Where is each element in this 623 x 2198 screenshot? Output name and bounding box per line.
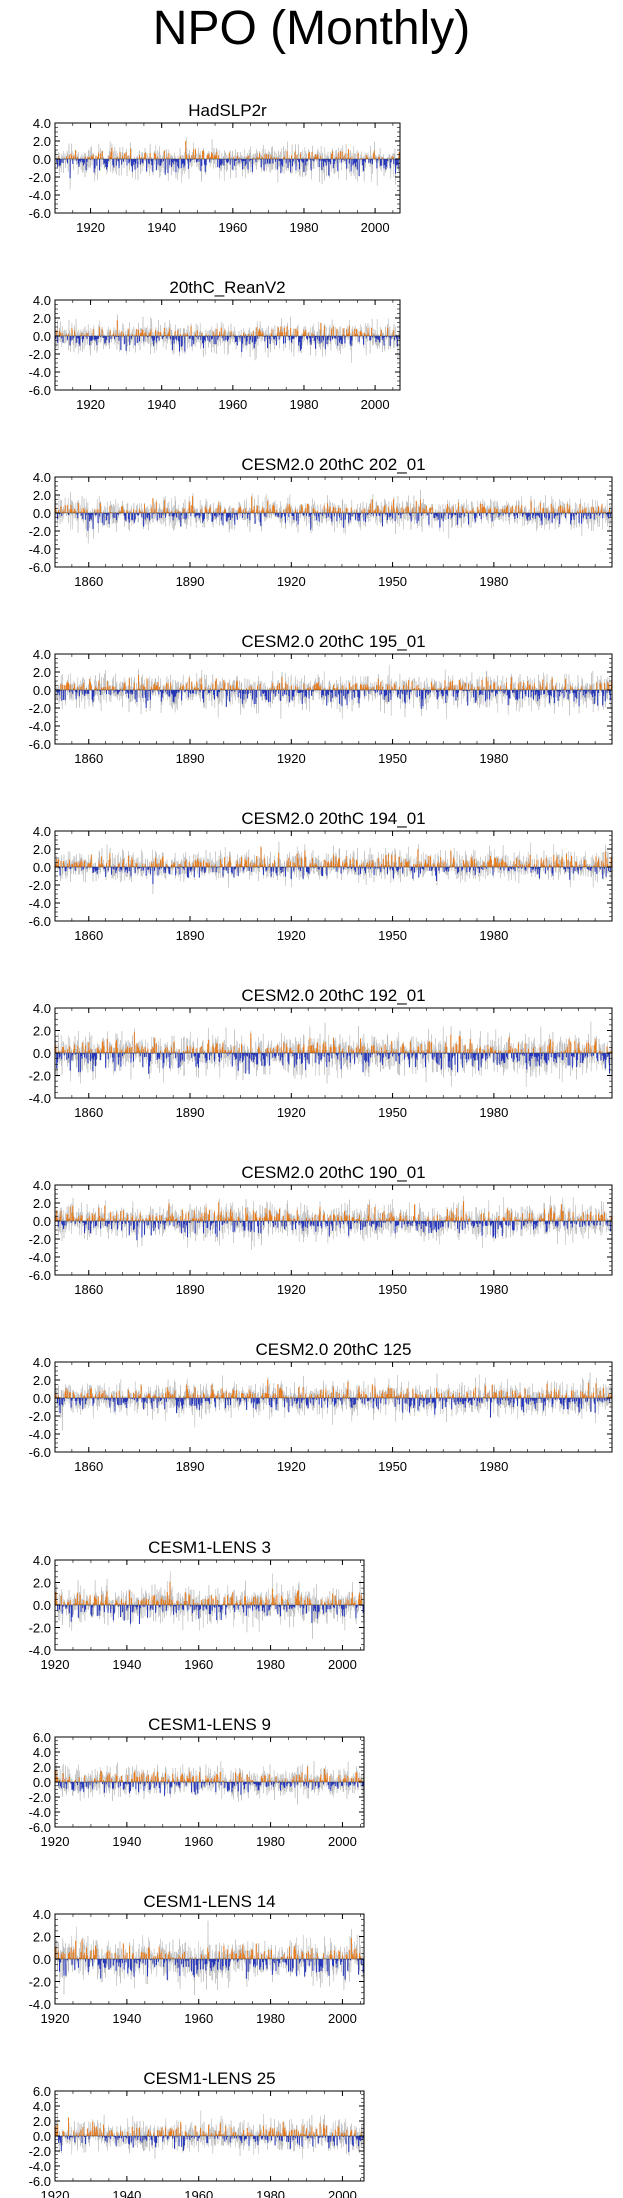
chart-panel: CESM2.0 20thC 202_01 4.0 2.0 0.0 -2.0 -4.0 -6.… [29, 455, 613, 589]
y-tick-label: 4.0 [33, 293, 51, 308]
x-tick-label: 1980 [479, 1282, 508, 1297]
y-tick-label: 0.0 [33, 1214, 51, 1229]
y-tick-label: 0.0 [33, 860, 51, 875]
x-tick-label: 1890 [176, 928, 205, 943]
chart-title: CESM2.0 20thC 202_01 [241, 455, 425, 474]
x-tick-label: 1860 [74, 1105, 103, 1120]
chart-panel: CESM2.0 20thC 194_01 4.0 2.0 0.0 -2.0 -4.0 -6.… [29, 809, 613, 943]
y-tick-label: 4.0 [33, 824, 51, 839]
y-tick-label: -6.0 [29, 383, 51, 398]
x-tick-label: 1980 [290, 397, 319, 412]
y-tick-label: -4.0 [29, 365, 51, 380]
y-tick-label: -2.0 [29, 878, 51, 893]
x-tick-label: 1920 [277, 928, 306, 943]
y-tick-label: -6.0 [29, 1268, 51, 1283]
x-tick-label: 1940 [147, 220, 176, 235]
y-tick-label: -4.0 [29, 1250, 51, 1265]
page-title: NPO (Monthly) [152, 2, 471, 55]
x-tick-label: 1890 [176, 1282, 205, 1297]
y-tick-label: -2.0 [29, 347, 51, 362]
x-tick-label: 1950 [378, 1282, 407, 1297]
y-tick-label: -4.0 [29, 188, 51, 203]
x-tick-label: 1890 [176, 1105, 205, 1120]
x-tick-label: 1950 [378, 574, 407, 589]
y-tick-label: 2.0 [33, 311, 51, 326]
series-trace [54, 841, 612, 895]
chart-panel: CESM2.0 20thC 190_01 4.0 2.0 0.0 -2.0 -4.0 -6.… [29, 1163, 613, 1297]
chart-panel: CESM2.0 20thC 192_01 4.0 2.0 0.0 -2.0 -4.0 186… [29, 986, 613, 1120]
y-tick-label: 2.0 [33, 488, 51, 503]
x-tick-label: 1920 [277, 751, 306, 766]
x-tick-label: 1890 [176, 751, 205, 766]
chart-panel: HadSLP2r 4.0 2.0 0.0 -2.0 -4.0 -6.0 1920 1940 196… [29, 101, 401, 235]
y-tick-label: -2.0 [29, 170, 51, 185]
chart-title: CESM2.0 20thC 195_01 [241, 632, 425, 651]
x-tick-label: 1920 [277, 1105, 306, 1120]
chart-panel: 20thC_ReanV2 4.0 2.0 0.0 -2.0 -4.0 -6.0 1920 194… [29, 278, 401, 412]
y-tick-label: -2.0 [29, 524, 51, 539]
y-tick-label: 2.0 [33, 665, 51, 680]
y-tick-label: 0.0 [33, 329, 51, 344]
x-tick-label: 1980 [479, 574, 508, 589]
chart-title: CESM2.0 20thC 192_01 [241, 986, 425, 1005]
y-tick-label: -4.0 [29, 896, 51, 911]
y-tick-label: -6.0 [29, 737, 51, 752]
series-trace [54, 1195, 612, 1250]
y-tick-label: 2.0 [33, 1196, 51, 1211]
y-tick-label: -4.0 [29, 1091, 51, 1106]
y-tick-label: 4.0 [33, 647, 51, 662]
y-tick-label: 2.0 [33, 842, 51, 857]
y-tick-label: 2.0 [33, 134, 51, 149]
series-trace [54, 137, 400, 190]
y-tick-label: -4.0 [29, 719, 51, 734]
chart-title: CESM2.0 20thC 190_01 [241, 1163, 425, 1182]
y-tick-label: -6.0 [29, 560, 51, 575]
chart-title: CESM2.0 20thC 194_01 [241, 809, 425, 828]
chart-title: 20thC_ReanV2 [169, 278, 285, 297]
x-tick-label: 1860 [74, 751, 103, 766]
y-tick-label: 0.0 [33, 506, 51, 521]
x-tick-label: 1960 [218, 397, 247, 412]
x-tick-label: 1980 [479, 751, 508, 766]
x-tick-label: 1950 [378, 928, 407, 943]
y-tick-label: -2.0 [29, 1069, 51, 1084]
x-tick-label: 1920 [76, 220, 105, 235]
y-tick-label: 4.0 [33, 116, 51, 131]
y-tick-label: 0.0 [33, 152, 51, 167]
x-tick-label: 1920 [76, 397, 105, 412]
x-tick-label: 1890 [176, 574, 205, 589]
x-tick-label: 1860 [74, 928, 103, 943]
y-tick-label: -6.0 [29, 914, 51, 929]
x-tick-label: 1980 [290, 220, 319, 235]
y-tick-label: -2.0 [29, 701, 51, 716]
y-tick-label: -4.0 [29, 542, 51, 557]
chart-title: HadSLP2r [188, 101, 267, 120]
x-tick-label: 1980 [479, 1105, 508, 1120]
plot-frame [54, 830, 613, 922]
x-tick-label: 2000 [361, 397, 390, 412]
x-tick-label: 1920 [277, 1282, 306, 1297]
x-tick-label: 1980 [479, 928, 508, 943]
y-tick-label: 2.0 [33, 1024, 51, 1039]
x-tick-label: 1940 [147, 397, 176, 412]
x-tick-label: 1860 [74, 574, 103, 589]
chart-panel: CESM2.0 20thC 195_01 4.0 2.0 0.0 -2.0 -4.0 -6.… [29, 632, 613, 766]
x-tick-label: 1960 [218, 220, 247, 235]
x-tick-label: 1950 [378, 1105, 407, 1120]
series-trace [54, 1021, 612, 1087]
y-tick-label: 0.0 [33, 683, 51, 698]
x-tick-label: 1920 [277, 574, 306, 589]
y-tick-label: -6.0 [29, 206, 51, 221]
x-tick-label: 1950 [378, 751, 407, 766]
y-tick-label: -2.0 [29, 1232, 51, 1247]
x-tick-label: 2000 [361, 220, 390, 235]
y-tick-label: 4.0 [33, 1001, 51, 1016]
y-tick-label: 0.0 [33, 1046, 51, 1061]
x-tick-label: 1860 [74, 1282, 103, 1297]
y-tick-label: 4.0 [33, 470, 51, 485]
y-tick-label: 4.0 [33, 1178, 51, 1193]
